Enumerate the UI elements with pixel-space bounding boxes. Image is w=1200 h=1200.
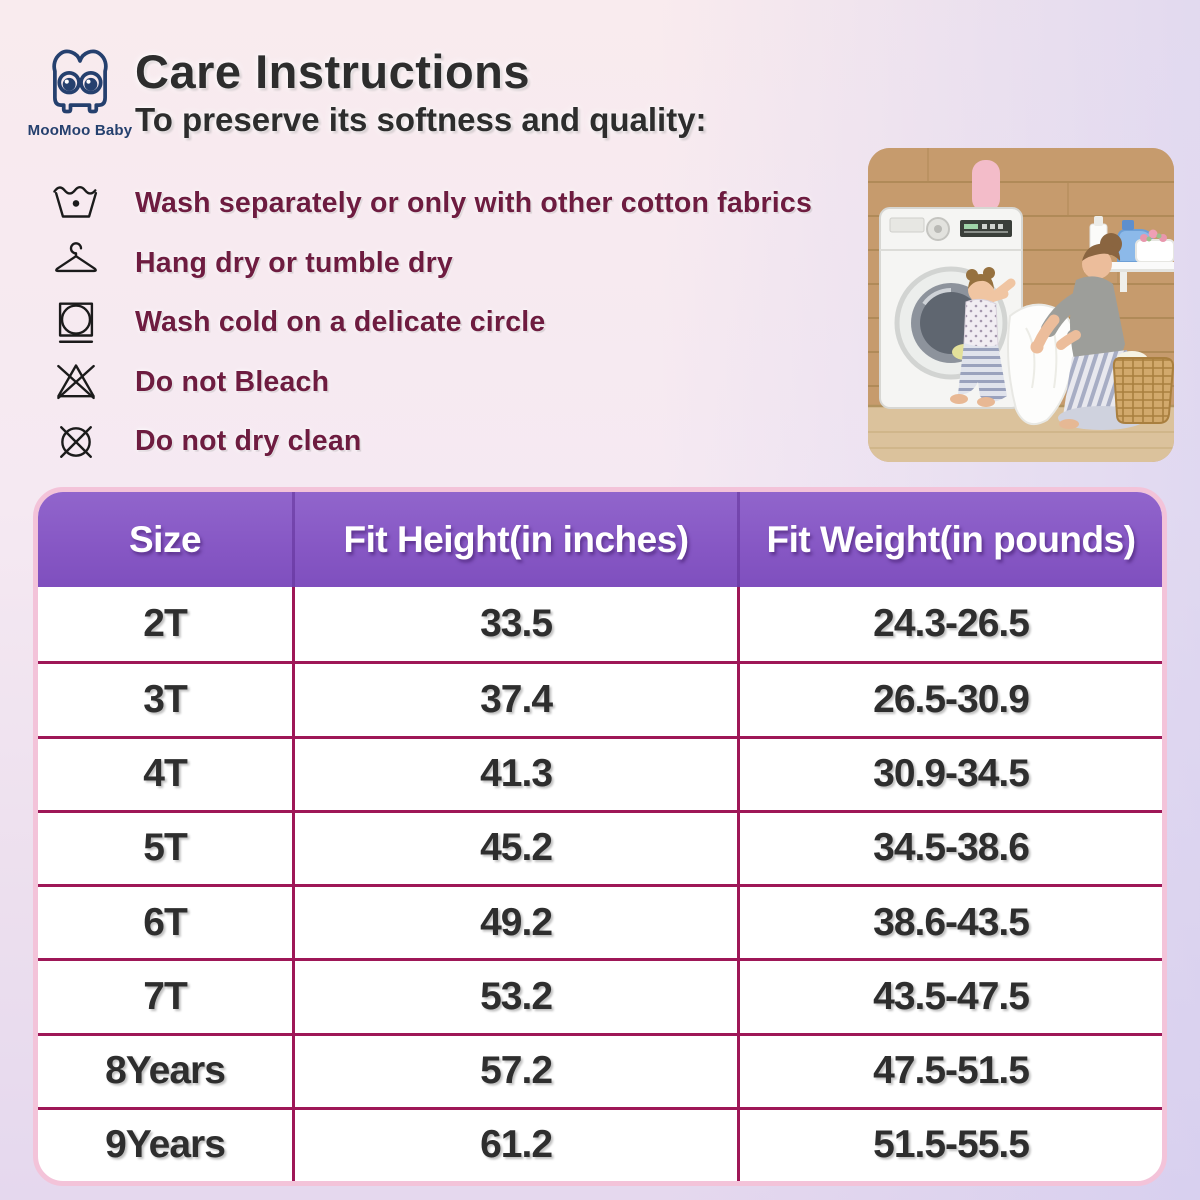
care-item-label: Wash separately or only with other cotto… [135, 187, 813, 220]
care-instructions-list: Wash separately or only with other cotto… [48, 174, 858, 472]
laundry-photo [868, 148, 1174, 462]
height-cell: 41.3 [292, 738, 737, 810]
height-cell: 45.2 [292, 812, 737, 884]
care-item-delicate-cycle: Wash cold on a delicate circle [48, 293, 858, 353]
care-item-label: Wash cold on a delicate circle [135, 306, 546, 339]
table-row: 3T 37.4 26.5-30.9 [38, 661, 1162, 736]
do-not-bleach-icon [48, 357, 104, 407]
page-title: Care Instructions [135, 45, 531, 98]
height-cell: 49.2 [292, 887, 737, 959]
height-cell: 33.5 [292, 587, 737, 662]
size-cell: 8Years [105, 1049, 226, 1093]
care-item-label: Do not Bleach [135, 365, 330, 398]
weight-cell: 24.3-26.5 [737, 587, 1162, 662]
brand-logo: MooMoo Baby [24, 44, 136, 139]
weight-cell: 34.5-38.6 [737, 812, 1162, 884]
size-cell: 9Years [105, 1123, 226, 1167]
weight-cell: 43.5-47.5 [737, 961, 1162, 1033]
machine-wash-icon [48, 179, 104, 229]
table-row: 8Years 57.2 47.5-51.5 [38, 1032, 1162, 1107]
do-not-dry-clean-icon [48, 417, 104, 467]
height-cell: 61.2 [292, 1109, 737, 1181]
column-header-weight: Fit Weight(in pounds) [737, 492, 1162, 587]
care-item-label: Hang dry or tumble dry [135, 246, 453, 279]
care-item-hang-dry: Hang dry or tumble dry [48, 234, 858, 294]
size-cell: 4T [143, 752, 188, 796]
table-row: 5T 45.2 34.5-38.6 [38, 809, 1162, 884]
size-chart-body: 2T 33.5 24.3-26.5 3T 37.4 26.5-30.9 4T 4… [38, 587, 1162, 1181]
weight-cell: 26.5-30.9 [737, 664, 1162, 736]
care-item-do-not-bleach: Do not Bleach [48, 353, 858, 413]
size-cell: 6T [143, 900, 188, 944]
table-row: 4T 41.3 30.9-34.5 [38, 735, 1162, 810]
size-cell: 2T [143, 602, 188, 646]
size-cell: 5T [143, 826, 188, 870]
table-row: 6T 49.2 38.6-43.5 [38, 884, 1162, 959]
weight-cell: 51.5-55.5 [737, 1109, 1162, 1181]
weight-cell: 47.5-51.5 [737, 1035, 1162, 1107]
care-item-wash-separately: Wash separately or only with other cotto… [48, 174, 858, 234]
hanger-icon [48, 238, 104, 288]
size-chart-header-row: Size Fit Height(in inches) Fit Weight(in… [38, 492, 1162, 587]
table-row: 7T 53.2 43.5-47.5 [38, 958, 1162, 1033]
brand-name: MooMoo Baby [27, 122, 133, 139]
weight-cell: 38.6-43.5 [737, 887, 1162, 959]
height-cell: 37.4 [292, 664, 737, 736]
table-row: 9Years 61.2 51.5-55.5 [38, 1106, 1162, 1181]
page-subtitle: To preserve its softness and quality: [135, 101, 707, 138]
size-cell: 3T [143, 677, 188, 721]
table-row: 2T 33.5 24.3-26.5 [38, 587, 1162, 662]
laundry-photo-illustration [868, 148, 1174, 462]
height-cell: 57.2 [292, 1035, 737, 1107]
care-item-do-not-dry-clean: Do not dry clean [48, 412, 858, 472]
delicate-cycle-icon [48, 298, 104, 348]
owl-logo-icon [52, 49, 108, 114]
column-header-height: Fit Height(in inches) [292, 492, 737, 587]
care-item-label: Do not dry clean [135, 425, 362, 458]
size-cell: 7T [143, 974, 188, 1018]
column-header-size: Size [128, 518, 202, 560]
size-chart-table: Size Fit Height(in inches) Fit Weight(in… [33, 487, 1167, 1186]
height-cell: 53.2 [292, 961, 737, 1033]
weight-cell: 30.9-34.5 [737, 738, 1162, 810]
